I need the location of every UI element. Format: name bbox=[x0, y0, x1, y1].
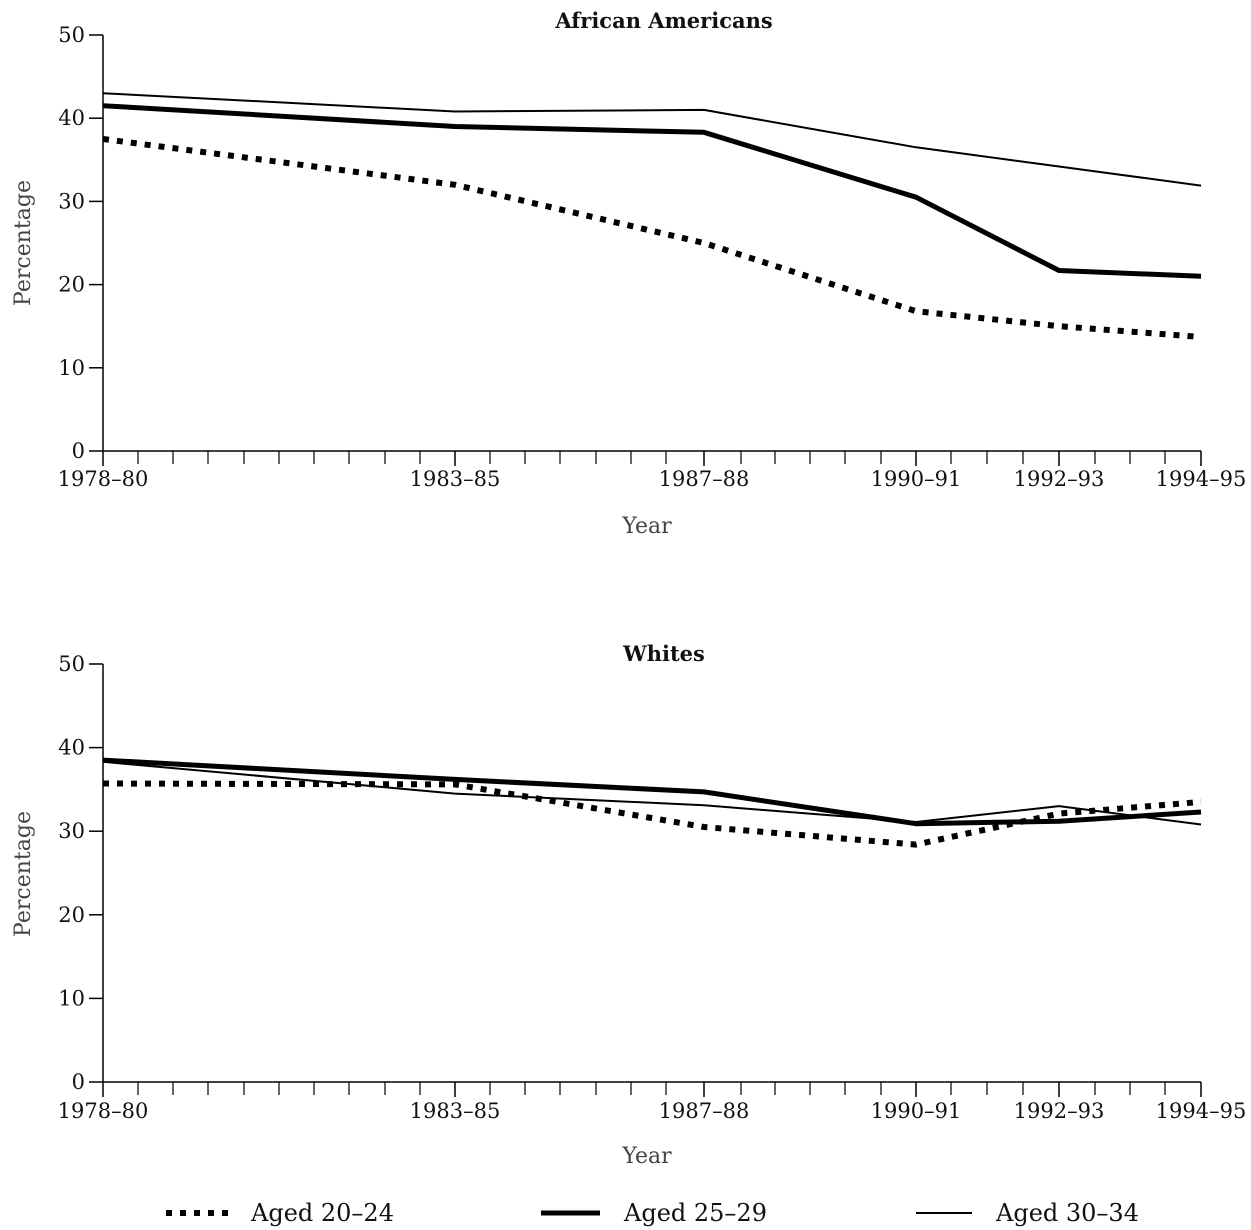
series-line-aged-30-34 bbox=[102, 760, 1202, 826]
chart-panel-1: African Americans 0 10 20 30 40 50 1978–80 1983–… bbox=[11, 8, 1246, 539]
series-line-aged-20-24 bbox=[102, 780, 1202, 848]
legend-label: Aged 25–29 bbox=[623, 1199, 767, 1227]
y-axis-title: Percentage bbox=[11, 811, 36, 937]
chart-title: African Americans bbox=[554, 8, 772, 33]
y-tick-label: 20 bbox=[58, 273, 85, 297]
x-tick-label: 1994–95 bbox=[1156, 467, 1247, 491]
y-tick-label: 50 bbox=[58, 652, 85, 676]
legend-label: Aged 20–24 bbox=[250, 1199, 394, 1227]
y-tick-label: 30 bbox=[58, 819, 85, 843]
y-tick-label: 10 bbox=[58, 356, 85, 380]
x-tick-label: 1987–88 bbox=[659, 1099, 750, 1123]
legend-item: Aged 20–24 bbox=[166, 1199, 394, 1227]
y-tick-label: 10 bbox=[58, 986, 85, 1010]
y-tick-label: 20 bbox=[58, 903, 85, 927]
chart-panel-2: Whites 0 10 20 30 40 50 1978–80 1983–85 1987–88 19… bbox=[11, 641, 1246, 1169]
x-tick-label: 1978–80 bbox=[58, 467, 149, 491]
y-tick-label: 40 bbox=[58, 736, 85, 760]
y-tick-label: 0 bbox=[72, 439, 85, 463]
x-tick-label: 1987–88 bbox=[659, 467, 750, 491]
chart-title: Whites bbox=[622, 641, 705, 666]
series-line-aged-20-24 bbox=[102, 136, 1202, 340]
y-axis-title: Percentage bbox=[11, 180, 36, 306]
x-tick-label: 1990–91 bbox=[871, 1099, 962, 1123]
y-tick-label: 0 bbox=[72, 1070, 85, 1094]
legend: Aged 20–24 Aged 25–29 Aged 30–34 bbox=[166, 1199, 1139, 1227]
y-tick-label: 30 bbox=[58, 189, 85, 213]
legend-label: Aged 30–34 bbox=[995, 1199, 1139, 1227]
series-line-aged-25-29 bbox=[102, 757, 1202, 827]
y-tick-label: 50 bbox=[58, 23, 85, 47]
x-tick-label: 1992–93 bbox=[1014, 467, 1105, 491]
legend-item: Aged 30–34 bbox=[916, 1199, 1139, 1227]
x-axis-title: Year bbox=[621, 514, 672, 539]
x-tick-label: 1990–91 bbox=[871, 467, 962, 491]
x-axis-title: Year bbox=[621, 1144, 672, 1169]
series-line-aged-30-34 bbox=[102, 92, 1202, 187]
y-tick-label: 40 bbox=[58, 106, 85, 130]
legend-item: Aged 25–29 bbox=[541, 1199, 767, 1227]
x-tick-label: 1983–85 bbox=[410, 1099, 501, 1123]
x-tick-label: 1978–80 bbox=[58, 1099, 149, 1123]
x-tick-label: 1992–93 bbox=[1014, 1099, 1105, 1123]
x-tick-label: 1994–95 bbox=[1156, 1099, 1247, 1123]
x-tick-label: 1983–85 bbox=[410, 467, 501, 491]
series-line-aged-25-29 bbox=[102, 103, 1202, 279]
